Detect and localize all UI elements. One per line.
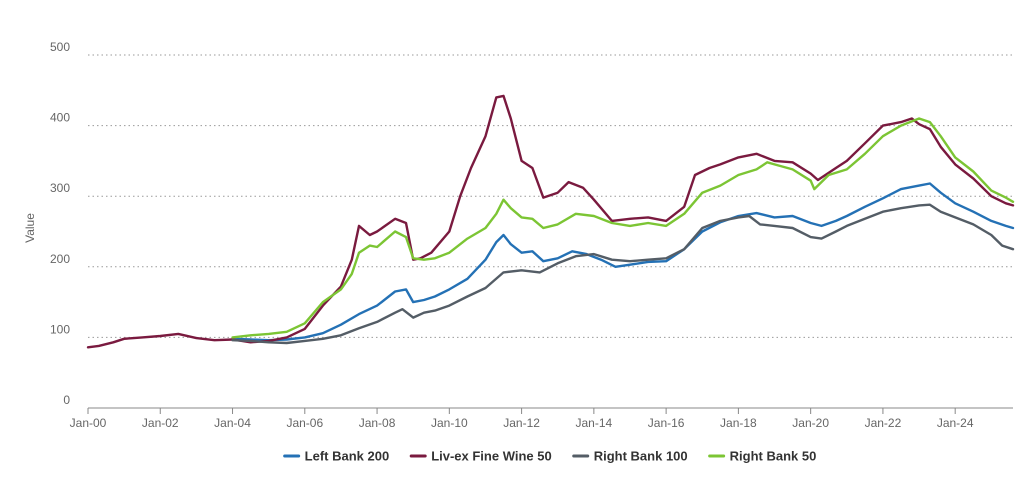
legend-label: Liv-ex Fine Wine 50	[431, 449, 552, 464]
y-tick-label: 500	[50, 40, 70, 54]
y-tick-label: 300	[50, 181, 70, 195]
x-tick-label: Jan-22	[865, 416, 902, 430]
series-line-left-bank-200[interactable]	[231, 182, 1015, 342]
series-line-right-bank-100[interactable]	[231, 203, 1015, 345]
y-tick-label: 400	[50, 111, 70, 125]
series-line-liv-ex-fine-wine-50[interactable]	[86, 94, 1015, 349]
x-tick-label: Jan-24	[937, 416, 974, 430]
y-tick-label: 100	[50, 322, 70, 336]
x-tick-label: Jan-18	[720, 416, 757, 430]
legend-item-left-bank-200[interactable]: Left Bank 200	[283, 449, 390, 464]
x-tick-label: Jan-08	[359, 416, 396, 430]
x-tick-label: Jan-06	[286, 416, 323, 430]
legend-label: Left Bank 200	[305, 449, 390, 464]
y-tick-label: 200	[50, 252, 70, 266]
y-axis-ticks: 0 100 200 300 400 500	[50, 40, 70, 407]
x-tick-label: Jan-16	[648, 416, 685, 430]
y-tick-label: 0	[63, 393, 70, 407]
legend-item-liv-ex-fine-wine-50[interactable]: Liv-ex Fine Wine 50	[409, 449, 552, 464]
x-axis: Jan-00 Jan-02 Jan-04 Jan-06 Jan-08 Jan-10 Jan-…	[70, 407, 1013, 430]
x-tick-label: Jan-20	[792, 416, 829, 430]
series-lines	[86, 94, 1015, 349]
legend-item-right-bank-50[interactable]: Right Bank 50	[708, 449, 817, 464]
x-tick-label: Jan-10	[431, 416, 468, 430]
series-line-right-bank-50[interactable]	[231, 117, 1015, 339]
legend-label: Right Bank 50	[730, 449, 817, 464]
x-tick-label: Jan-12	[503, 416, 540, 430]
x-tick-label: Jan-04	[214, 416, 251, 430]
y-axis-title: Value	[23, 213, 37, 243]
legend[interactable]: Left Bank 200 Liv-ex Fine Wine 50 Right Ba…	[283, 449, 817, 464]
x-tick-label: Jan-02	[142, 416, 179, 430]
x-tick-label: Jan-00	[70, 416, 107, 430]
legend-label: Right Bank 100	[594, 449, 688, 464]
x-tick-label: Jan-14	[576, 416, 613, 430]
legend-item-right-bank-100[interactable]: Right Bank 100	[572, 449, 688, 464]
